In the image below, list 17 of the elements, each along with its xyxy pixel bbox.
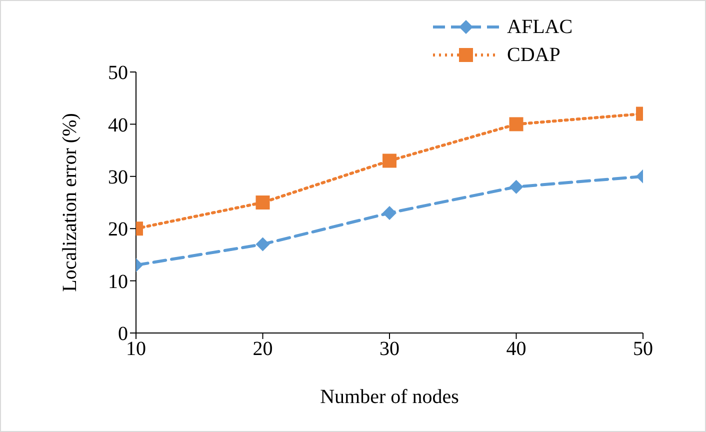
x-tick-label: 40 [506, 338, 526, 360]
x-axis-title: Number of nodes [320, 386, 460, 408]
y-tick-label: 10 [108, 270, 128, 293]
x-tick-label: 10 [126, 338, 146, 360]
x-tick-label: 50 [633, 338, 653, 360]
y-tick-label: 50 [108, 62, 128, 84]
x-tick-label: 20 [252, 338, 273, 360]
y-tick-label: 20 [108, 218, 128, 241]
y-tick-label: 40 [108, 114, 128, 136]
point [382, 206, 396, 220]
point [382, 154, 396, 168]
x-tick-label: 30 [380, 338, 400, 360]
legend-label: CDAP [507, 44, 560, 66]
legend-label: AFLAC [507, 16, 573, 38]
y-tick-label: 0 [118, 323, 128, 346]
y-tick-label: 30 [108, 166, 128, 188]
y-axis-title: Localization error (%) [59, 113, 82, 292]
